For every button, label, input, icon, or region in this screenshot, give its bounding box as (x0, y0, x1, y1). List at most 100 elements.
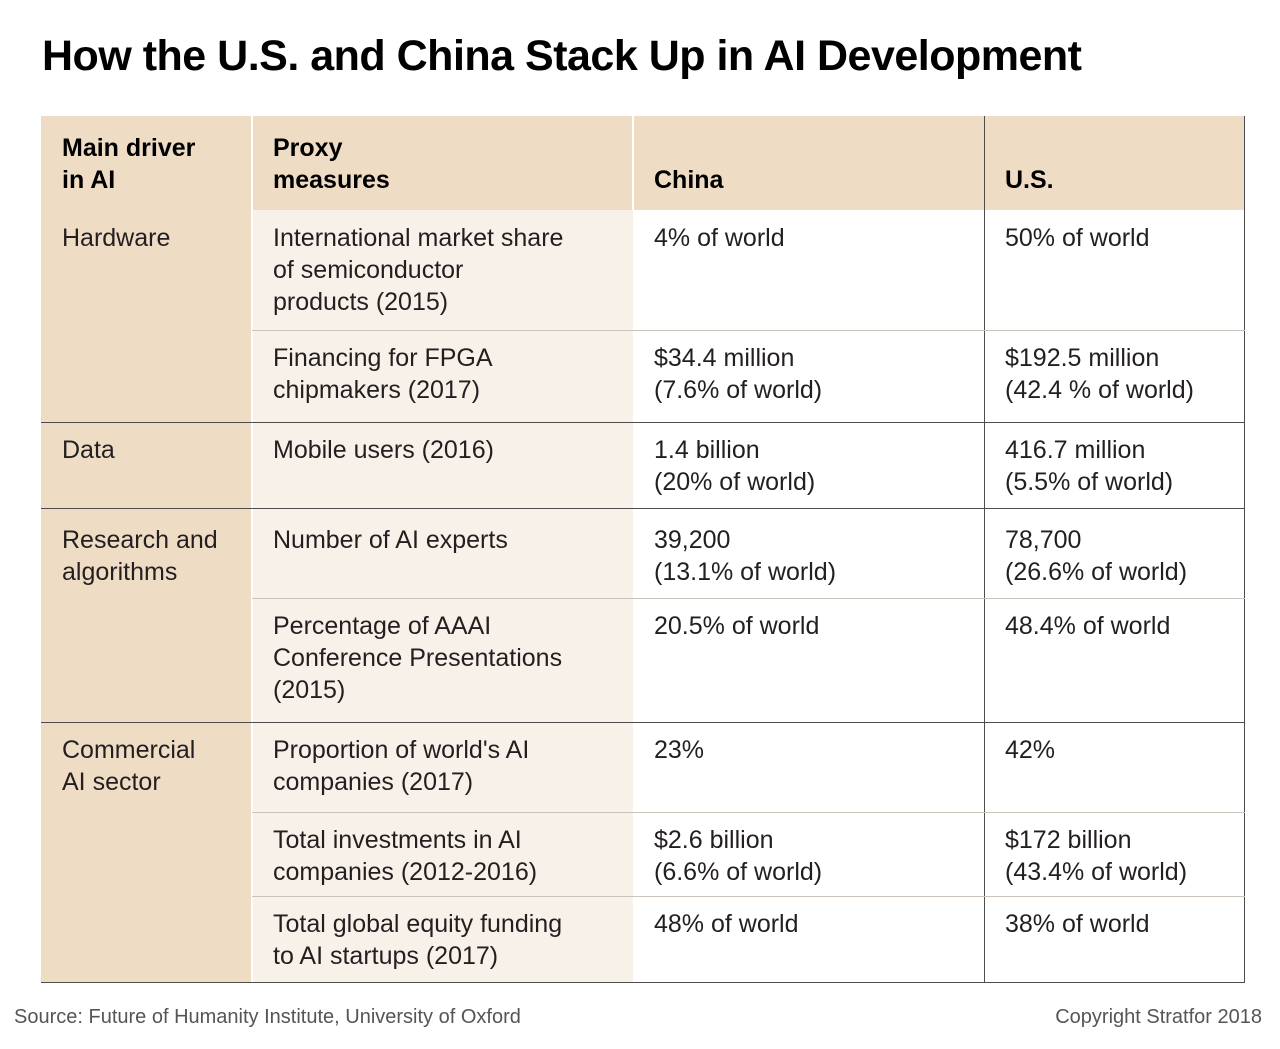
header-china: China (633, 116, 984, 210)
us-value-cell: 38% of world (984, 896, 1245, 983)
driver-cell: Commercial AI sector (41, 722, 252, 983)
proxy-cell: Proportion of world's AI companies (2017… (252, 722, 633, 812)
column-divider (984, 116, 985, 983)
proxy-line: Mobile users (2016) (273, 436, 494, 464)
china-value: 1.4 billion (654, 436, 760, 464)
comparison-table: Main driver in AI Proxy measures China U… (41, 116, 1245, 983)
china-value-cell: 48% of world (633, 896, 984, 983)
row-divider (252, 598, 1245, 599)
proxy-cell: Mobile users (2016) (252, 422, 633, 508)
header-proxy: Proxy measures (252, 116, 633, 210)
proxy-line: Number of AI experts (273, 526, 508, 554)
copyright-note: Copyright Stratfor 2018 (1055, 1006, 1262, 1028)
china-value: $34.4 million (654, 344, 795, 372)
china-value-cell: 20.5% of world (633, 598, 984, 722)
proxy-line: Total investments in AI (273, 826, 522, 854)
proxy-line: companies (2017) (273, 768, 474, 796)
us-value: (43.4% of world) (1005, 858, 1188, 886)
china-value: (13.1% of world) (654, 558, 837, 586)
column-divider (251, 116, 253, 983)
us-value-cell: 50% of world (984, 210, 1245, 330)
proxy-line: Total global equity funding (273, 910, 563, 938)
page-title: How the U.S. and China Stack Up in AI De… (42, 32, 1082, 80)
us-value-cell: $192.5 million (42.4 % of world) (984, 330, 1245, 422)
group-divider (41, 508, 1245, 509)
us-value-cell: 416.7 million (5.5% of world) (984, 422, 1245, 508)
china-value: $2.6 billion (654, 826, 774, 854)
china-value-cell: 39,200 (13.1% of world) (633, 508, 984, 598)
us-value: $192.5 million (1005, 344, 1160, 372)
row-divider (252, 330, 1245, 331)
proxy-cell: Number of AI experts (252, 508, 633, 598)
proxy-cell: Financing for FPGA chipmakers (2017) (252, 330, 633, 422)
us-value-cell: 78,700 (26.6% of world) (984, 508, 1245, 598)
us-value: 38% of world (1005, 910, 1150, 938)
proxy-cell: Percentage of AAAI Conference Presentati… (252, 598, 633, 722)
header-driver-line: Main driver (62, 134, 196, 162)
china-value: 23% (654, 736, 705, 764)
us-value: $172 billion (1005, 826, 1132, 854)
us-value: (42.4 % of world) (1005, 376, 1194, 404)
us-value: 416.7 million (1005, 436, 1146, 464)
proxy-line: Proportion of world's AI (273, 736, 530, 764)
proxy-line: (2015) (273, 676, 346, 704)
row-divider (252, 896, 1245, 897)
china-value: (6.6% of world) (654, 858, 823, 886)
table-bottom-border (41, 982, 1245, 983)
header-us: U.S. (984, 116, 1245, 210)
driver-label: Research and (62, 526, 218, 554)
driver-label: Data (62, 436, 115, 464)
proxy-line: of semiconductor (273, 256, 464, 284)
proxy-cell: Total investments in AI companies (2012-… (252, 812, 633, 896)
proxy-line: to AI startups (2017) (273, 942, 499, 970)
us-value: (5.5% of world) (1005, 468, 1174, 496)
header-driver-line: in AI (62, 166, 116, 194)
proxy-cell: International market share of semiconduc… (252, 210, 633, 330)
driver-cell: Hardware (41, 210, 252, 422)
china-value-cell: $34.4 million (7.6% of world) (633, 330, 984, 422)
proxy-line: companies (2012-2016) (273, 858, 538, 886)
china-value-cell: 4% of world (633, 210, 984, 330)
column-divider (632, 116, 634, 210)
china-value: (7.6% of world) (654, 376, 823, 404)
driver-label: algorithms (62, 558, 178, 586)
us-value-cell: 42% (984, 722, 1245, 812)
proxy-line: Percentage of AAAI (273, 612, 492, 640)
driver-label: Hardware (62, 224, 171, 252)
header-proxy-line: Proxy (273, 134, 343, 162)
china-value-cell: 23% (633, 722, 984, 812)
column-divider (1244, 116, 1245, 983)
us-value-cell: 48.4% of world (984, 598, 1245, 722)
us-value: (26.6% of world) (1005, 558, 1188, 586)
china-value: (20% of world) (654, 468, 816, 496)
china-value: 20.5% of world (654, 612, 820, 640)
proxy-line: International market share (273, 224, 564, 252)
header-driver: Main driver in AI (41, 116, 252, 210)
driver-cell: Research and algorithms (41, 508, 252, 722)
china-value: 48% of world (654, 910, 799, 938)
us-value: 42% (1005, 736, 1056, 764)
us-value-cell: $172 billion (43.4% of world) (984, 812, 1245, 896)
proxy-line: products (2015) (273, 288, 449, 316)
header-china-label: China (654, 166, 724, 194)
row-divider (252, 812, 1245, 813)
driver-cell: Data (41, 422, 252, 508)
china-value: 4% of world (654, 224, 785, 252)
header-us-label: U.S. (1005, 166, 1054, 194)
driver-label: Commercial (62, 736, 196, 764)
source-note: Source: Future of Humanity Institute, Un… (14, 1006, 521, 1028)
us-value: 78,700 (1005, 526, 1082, 554)
driver-label: AI sector (62, 768, 161, 796)
us-value: 50% of world (1005, 224, 1150, 252)
china-value-cell: $2.6 billion (6.6% of world) (633, 812, 984, 896)
us-value: 48.4% of world (1005, 612, 1171, 640)
proxy-line: Conference Presentations (273, 644, 563, 672)
proxy-line: Financing for FPGA (273, 344, 493, 372)
group-divider (41, 422, 1245, 423)
header-proxy-line: measures (273, 166, 390, 194)
proxy-cell: Total global equity funding to AI startu… (252, 896, 633, 983)
china-value: 39,200 (654, 526, 731, 554)
proxy-line: chipmakers (2017) (273, 376, 481, 404)
china-value-cell: 1.4 billion (20% of world) (633, 422, 984, 508)
group-divider (41, 722, 1245, 723)
